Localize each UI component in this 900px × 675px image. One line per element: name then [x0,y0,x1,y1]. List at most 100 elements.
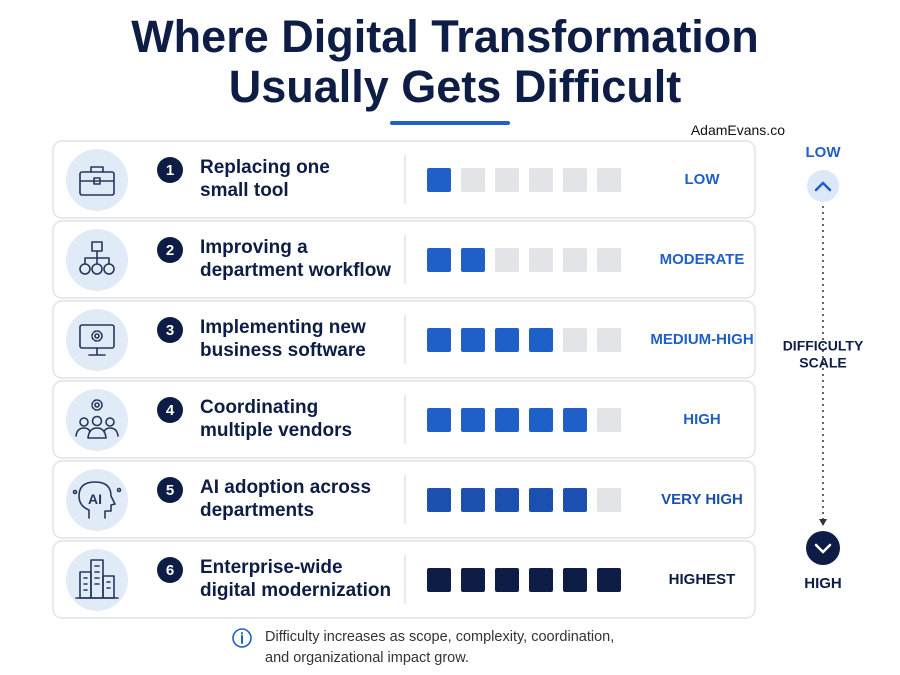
level-square-empty [563,168,587,192]
row-label: AI adoption across [200,477,371,498]
row-label: Coordinating [200,397,318,418]
level-label: MODERATE [660,251,745,268]
level-square-empty [597,488,621,512]
title-underline [390,121,510,125]
footnote-line: and organizational impact grow. [265,650,469,666]
row-label: digital modernization [200,580,391,601]
title-line: Where Digital Transformation [131,11,759,62]
row-card [52,380,756,459]
level-square-filled [495,568,519,592]
level-square-filled [427,328,451,352]
level-square-filled [495,488,519,512]
credit: AdamEvans.co [691,122,785,138]
row-label: Improving a [200,237,308,258]
level-label: VERY HIGH [661,491,743,508]
level-square-filled [597,568,621,592]
row-card [52,540,756,619]
level-square-empty [597,248,621,272]
level-square-filled [563,488,587,512]
down-button [806,531,840,565]
row-label: business software [200,340,366,361]
level-label: HIGHEST [669,571,736,588]
footnote-line: Difficulty increases as scope, complexit… [265,629,614,645]
row-number: 3 [166,322,174,339]
level-square-filled [427,488,451,512]
level-square-filled [495,328,519,352]
number-badge [157,237,183,263]
level-square-filled [427,168,451,192]
row-label: Replacing one [200,157,330,178]
level-square-filled [495,408,519,432]
number-badge [157,557,183,583]
level-square-filled [529,328,553,352]
row-number: 5 [166,482,174,499]
row-card [52,140,756,219]
icon-toolbox [66,149,128,211]
scale-label: DIFFICULTY [783,338,864,354]
level-square-filled [427,568,451,592]
level-square-filled [461,408,485,432]
level-square-filled [461,248,485,272]
scale-bottom: HIGH [804,575,842,592]
number-badge [157,157,183,183]
scale-top: LOW [806,144,842,161]
down-chevron [814,543,832,554]
level-square-empty [563,248,587,272]
icon-workflow [66,229,128,291]
level-square-filled [529,488,553,512]
level-square-empty [597,408,621,432]
row-number: 4 [166,402,175,419]
level-square-filled [427,248,451,272]
row-label: departments [200,500,314,521]
row-label: small tool [200,180,289,201]
level-label: HIGH [683,411,721,428]
info-icon [232,628,252,648]
level-square-empty [495,248,519,272]
row-label: multiple vendors [200,420,352,441]
level-square-filled [529,408,553,432]
icon-enterprise [66,549,128,611]
up-chevron [814,181,832,192]
row-label: Implementing new [200,317,366,338]
title-line: Usually Gets Difficult [229,61,682,112]
level-square-empty [529,168,553,192]
scale-label: SCALE [799,355,846,371]
level-square-filled [563,408,587,432]
level-label: LOW [685,171,721,188]
level-square-filled [461,328,485,352]
up-button [807,170,839,202]
level-label: MEDIUM-HIGH [650,331,753,348]
number-badge [157,317,183,343]
icon-vendors [66,389,128,451]
row-label: department workflow [200,260,391,281]
level-square-empty [597,168,621,192]
row-card [52,220,756,299]
icon-text: AI [88,491,102,507]
level-square-filled [461,568,485,592]
level-square-empty [461,168,485,192]
level-square-empty [563,328,587,352]
number-badge [157,397,183,423]
row-card [52,300,756,379]
level-square-filled [427,408,451,432]
level-square-filled [461,488,485,512]
level-square-filled [529,568,553,592]
row-number: 2 [166,242,174,259]
row-number: 6 [166,562,174,579]
number-badge [157,477,183,503]
icon-ai: AI [66,469,128,531]
level-square-filled [563,568,587,592]
footnote: Difficulty increases as scope, complexit… [232,628,614,666]
row-card [52,460,756,539]
level-square-empty [495,168,519,192]
scale-arrow [819,519,827,526]
row-number: 1 [166,162,174,179]
difficulty-scale: LOW DIFFICULTY SCALE HIGH [783,144,864,592]
icon-software [66,309,128,371]
level-square-empty [597,328,621,352]
row-label: Enterprise-wide [200,557,343,578]
icons: AI [66,149,128,611]
level-square-empty [529,248,553,272]
